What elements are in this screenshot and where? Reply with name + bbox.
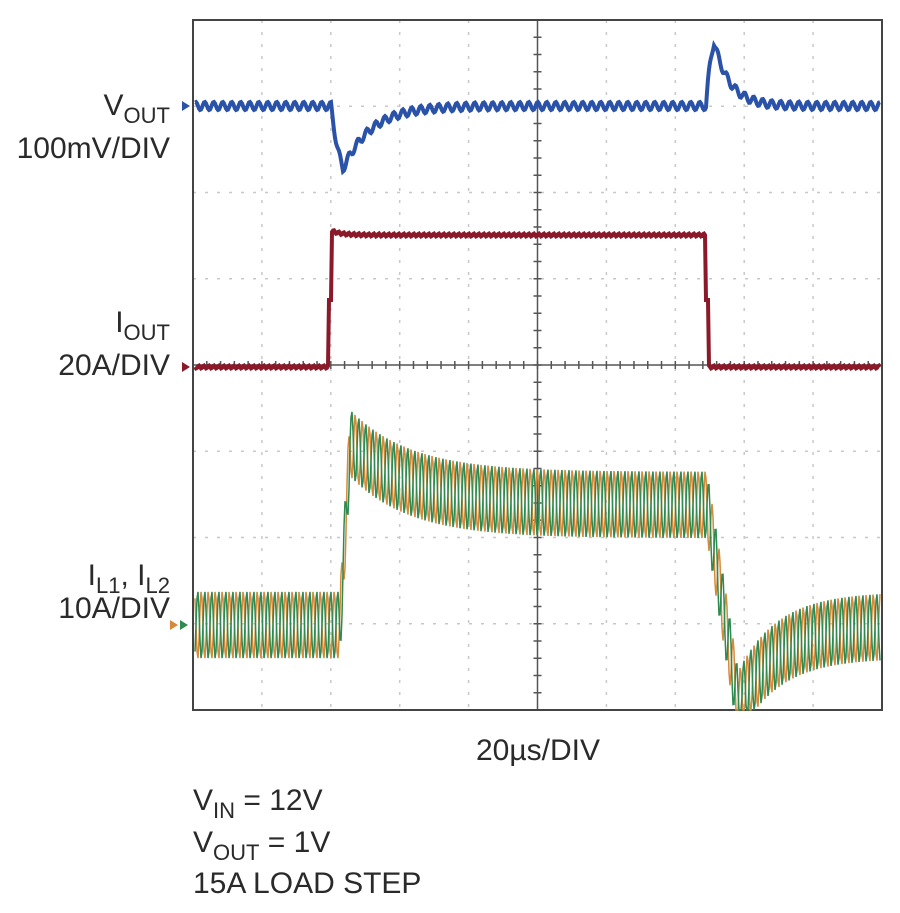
il2-trace: [194, 411, 881, 711]
vout-label: VOUT: [104, 89, 170, 128]
label-main: I: [88, 559, 96, 592]
vout-trace: [194, 40, 881, 176]
note-main: V: [193, 826, 213, 859]
label-sub: L2: [146, 573, 170, 598]
note-rest: = 1V: [259, 826, 330, 859]
label-sub: OUT: [124, 103, 170, 128]
label-main: V: [104, 89, 124, 122]
il-label: IL1, IL2: [88, 559, 170, 598]
label-sub: L1: [96, 573, 120, 598]
il1-marker: [170, 620, 178, 630]
note-sub: IN: [213, 798, 235, 823]
iout-marker: [182, 362, 190, 372]
iout-scale: 20A/DIV: [58, 349, 170, 382]
label-main: I: [115, 306, 123, 339]
label-sub: OUT: [124, 320, 170, 345]
note-sub: OUT: [213, 840, 259, 865]
il2-marker: [180, 620, 188, 630]
note: 15A LOAD STEP: [193, 867, 421, 900]
note-main: 15A LOAD STEP: [193, 867, 421, 900]
note: VIN = 12V: [193, 784, 323, 823]
iout-label: IOUT: [115, 306, 170, 345]
il1-trace: [194, 414, 881, 711]
time-scale: 20µs/DIV: [476, 734, 600, 767]
il-scale: 10A/DIV: [58, 592, 170, 625]
note-main: V: [193, 784, 213, 817]
vout-marker: [182, 101, 190, 111]
label-sep: , I: [121, 559, 146, 592]
note-rest: = 12V: [235, 784, 323, 817]
vout-scale: 100mV/DIV: [17, 132, 170, 165]
iout-trace: [193, 228, 882, 371]
traces: [193, 40, 882, 711]
frame: [192, 19, 883, 711]
note: VOUT = 1V: [193, 826, 330, 865]
